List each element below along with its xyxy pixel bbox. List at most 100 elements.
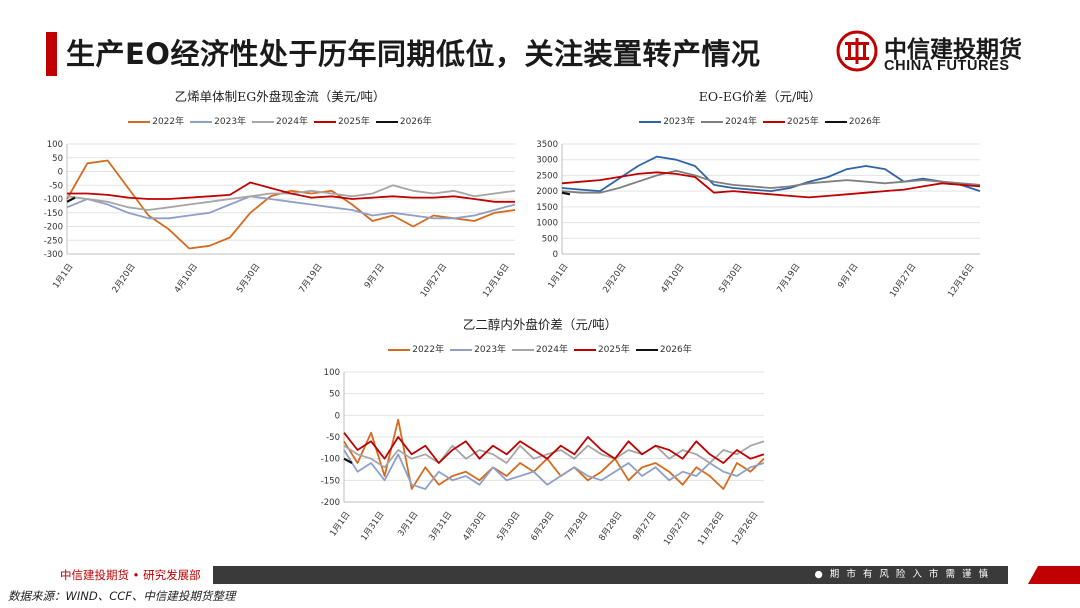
y-tick-label: 1500: [536, 203, 558, 213]
y-tick-label: 2500: [536, 171, 558, 181]
y-tick-label: 0: [335, 411, 340, 421]
x-tick-label: 3月31日: [427, 510, 454, 543]
footer-risk-warning: ● 期 市 有 风 险 入 市 需 谨 慎: [814, 569, 990, 580]
legend-item: 2025年: [763, 114, 819, 127]
series-line: [66, 196, 76, 203]
citic-logo-icon: [836, 30, 878, 72]
y-tick-label: -50: [49, 181, 63, 191]
x-tick-label: 2月20日: [601, 262, 628, 295]
legend-label: 2023年: [474, 345, 507, 355]
legend-swatch: [313, 120, 336, 123]
x-tick-label: 12月16日: [481, 262, 511, 299]
legend-label: 2023年: [663, 117, 696, 127]
y-tick-label: -200: [321, 498, 340, 508]
legend-swatch: [701, 120, 724, 123]
legend-label: 2023年: [214, 117, 247, 127]
y-tick-label: 100: [47, 140, 63, 150]
legend-swatch: [573, 348, 596, 351]
series-line: [343, 457, 353, 464]
legend-label: 2025年: [337, 117, 370, 127]
chart-svg: 3500 3000 2500 2000 1500 1000 500 0 1月1日 2月20日 4月1…: [536, 140, 981, 299]
x-tick-label: 8月28日: [597, 510, 624, 543]
series-line: [67, 181, 515, 203]
footer-department: 中信建投期货 • 研究发展部: [48, 566, 213, 584]
y-tick-label: -150: [44, 209, 63, 219]
legend-item: 2023年: [450, 342, 506, 355]
legend-item: 2026年: [635, 342, 692, 355]
x-tick-label: 11月26日: [696, 510, 726, 547]
legend-label: 2024年: [725, 117, 757, 127]
y-tick-label: 50: [329, 390, 340, 400]
y-tick-label: 100: [324, 368, 340, 378]
logo-english-name: CHINA FUTURES: [884, 58, 1010, 74]
legend-label: 2026年: [399, 117, 432, 127]
legend-item: 2022年: [128, 114, 184, 127]
y-tick-label: -50: [326, 433, 340, 443]
legend-label: 2022年: [152, 117, 185, 127]
x-tick-label: 7月19日: [775, 262, 802, 295]
series-line: [343, 432, 765, 464]
series-line: [66, 159, 516, 250]
legend-swatch: [252, 120, 275, 123]
y-tick-label: -100: [321, 455, 340, 465]
y-tick-label: -100: [44, 195, 63, 205]
chart-eg-domestic-foreign-spread: 乙二醇内外盘价差（元/吨） 2022年 2023年 2024年 2025年 2026年 …: [300, 312, 780, 558]
chart-eg-cash-flow: 乙烯单体制EG外盘现金流（美元/吨） 2022年 2023年 2024年 2025年 2…: [40, 84, 520, 304]
x-tick-label: 1月1日: [51, 262, 75, 291]
y-tick-label: 0: [553, 250, 558, 260]
title-accent-bar: [46, 32, 57, 76]
chart-legend: 2022年 2023年 2024年 2025年 2026年: [40, 114, 520, 127]
y-tick-label: 2000: [536, 187, 558, 197]
x-tick-label: 6月29日: [529, 510, 556, 543]
x-tick-label: 1月1日: [546, 262, 570, 291]
y-tick-label: 1000: [536, 219, 558, 229]
legend-item: 2024年: [701, 114, 757, 127]
x-tick-label: 5月30日: [235, 262, 262, 295]
y-tick-label: 0: [58, 168, 63, 178]
chart-title: 乙二醇内外盘价差（元/吨）: [462, 317, 618, 332]
legend-swatch: [512, 348, 535, 351]
y-tick-label: 3000: [536, 156, 558, 166]
y-tick-label: -150: [321, 476, 340, 486]
chart-eo-eg-spread: EO-EG价差（元/吨） 2023年 2024年 2025年 2026年 3500 30…: [530, 84, 990, 304]
x-tick-label: 10月27日: [662, 510, 692, 547]
legend-item: 2026年: [824, 114, 881, 127]
legend-item: 2022年: [388, 342, 444, 355]
x-tick-label: 7月29日: [563, 510, 590, 543]
series-line: [561, 171, 981, 199]
legend-swatch: [388, 348, 411, 351]
legend-item: 2023年: [190, 114, 246, 127]
legend-item: 2025年: [573, 342, 630, 355]
legend-item: 2025年: [313, 114, 370, 127]
y-tick-label: -300: [44, 250, 63, 260]
company-logo: 中信建投期货 CHINA FUTURES: [836, 30, 1046, 76]
x-tick-label: 4月10日: [173, 262, 200, 295]
footer-bar: [48, 566, 1008, 584]
x-tick-label: 2月20日: [110, 262, 137, 295]
legend-label: 2022年: [412, 345, 445, 355]
series-line: [343, 418, 765, 490]
data-source-note: 数据来源：WIND、CCF、中信建投期货整理: [8, 589, 236, 603]
chart-svg: 100 50 0 -50 -100 -150 -200 -250 -300 1月1日 2月20日 4月…: [44, 140, 516, 299]
legend-swatch: [763, 120, 785, 123]
x-tick-label: 10月27日: [419, 262, 449, 299]
page-title: 生产EO经济性处于历年同期低位，关注装置转产情况: [66, 37, 761, 71]
y-tick-label: 3500: [536, 140, 558, 150]
legend-swatch: [128, 120, 151, 123]
x-tick-label: 9月27日: [631, 510, 658, 543]
y-tick-label: 50: [52, 154, 63, 164]
x-tick-label: 3月1日: [396, 510, 420, 539]
legend-label: 2026年: [848, 117, 881, 127]
x-tick-label: 9月7日: [836, 262, 860, 291]
series-line: [561, 169, 981, 194]
chart-legend: 2022年 2023年 2024年 2025年 2026年: [300, 342, 780, 355]
footer-flag: [1028, 566, 1080, 584]
x-tick-label: 4月10日: [659, 262, 686, 295]
legend-swatch: [824, 120, 847, 123]
logo-chinese-name: 中信建投期货: [884, 37, 1022, 63]
legend-label: 2025年: [787, 117, 819, 127]
x-tick-label: 1月31日: [359, 510, 386, 543]
series-line: [343, 449, 765, 490]
chart-svg: 100 50 0 -50 -100 -150 -200 1月1日 1月31日 3月1日 3月31日 4…: [321, 368, 765, 547]
x-tick-label: 12月16日: [946, 262, 976, 299]
